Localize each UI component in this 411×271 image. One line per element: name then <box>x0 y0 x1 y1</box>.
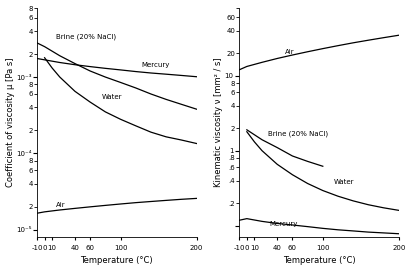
Y-axis label: Kinematic viscosity ν [mm² / s]: Kinematic viscosity ν [mm² / s] <box>214 58 223 188</box>
Y-axis label: Coefficient of viscosity μ [Pa s]: Coefficient of viscosity μ [Pa s] <box>6 58 14 188</box>
Text: Mercury: Mercury <box>142 62 170 68</box>
Text: Air: Air <box>285 49 294 54</box>
X-axis label: Temperature (°C): Temperature (°C) <box>283 256 356 265</box>
Text: Air: Air <box>56 202 66 208</box>
Text: Brine (20% NaCl): Brine (20% NaCl) <box>268 130 328 137</box>
Text: Water: Water <box>102 94 122 100</box>
Text: Brine (20% NaCl): Brine (20% NaCl) <box>56 33 116 40</box>
X-axis label: Temperature (°C): Temperature (°C) <box>81 256 153 265</box>
Text: Water: Water <box>334 179 355 185</box>
Text: Mercury: Mercury <box>270 221 298 227</box>
